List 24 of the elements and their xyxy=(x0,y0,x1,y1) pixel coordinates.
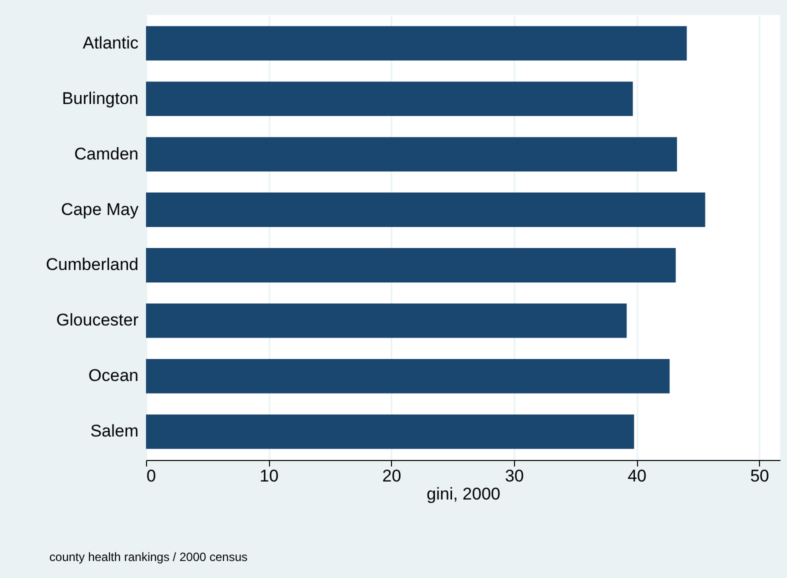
x-tick-label: 40 xyxy=(628,466,646,486)
bar xyxy=(146,192,706,227)
y-tick-label: Camden xyxy=(74,144,138,164)
x-tick-label: 0 xyxy=(146,466,156,486)
y-tick-label: Ocean xyxy=(88,366,138,386)
bar xyxy=(146,304,627,338)
bar xyxy=(146,137,677,172)
x-tick-label: 50 xyxy=(750,466,770,486)
y-tick-label: Gloucester xyxy=(56,310,139,330)
x-tick-label: 20 xyxy=(382,466,402,486)
y-tick-label: Atlantic xyxy=(82,33,139,52)
y-tick-label: Cumberland xyxy=(46,255,138,274)
x-tick-label: 30 xyxy=(504,466,524,486)
bar xyxy=(146,414,634,449)
x-tick-label: 10 xyxy=(260,466,279,486)
text: county health rankings / 2000 census xyxy=(49,550,248,564)
y-tick-label: Cape May xyxy=(61,200,139,219)
bar xyxy=(146,359,670,394)
bar xyxy=(146,248,676,282)
bar xyxy=(146,26,687,60)
y-tick-label: Burlington xyxy=(62,88,138,108)
y-tick-label: Salem xyxy=(90,422,138,441)
x-axis-title: gini, 2000 xyxy=(426,484,500,504)
bar xyxy=(146,82,633,116)
